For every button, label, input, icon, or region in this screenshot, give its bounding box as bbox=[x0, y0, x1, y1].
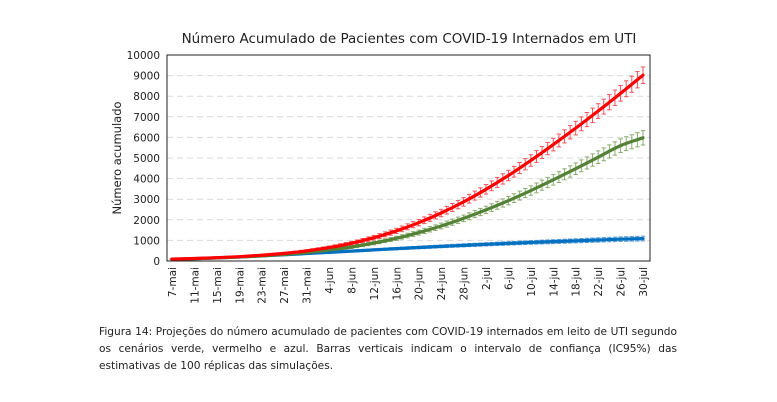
data-point-vermelho bbox=[238, 255, 241, 258]
data-point-verde bbox=[395, 237, 398, 240]
data-point-vermelho bbox=[395, 230, 398, 232]
data-point-vermelho bbox=[171, 258, 173, 260]
figure-caption: Figura 14: Projeções do número acumulado… bbox=[99, 326, 677, 372]
data-point-verde bbox=[507, 199, 510, 202]
y-tick-label: 0 bbox=[153, 256, 160, 268]
data-point-verde bbox=[619, 144, 622, 147]
data-point-vermelho bbox=[574, 127, 577, 129]
data-point-vermelho bbox=[642, 74, 644, 76]
x-tick-label: 31-mai bbox=[302, 267, 314, 304]
data-point-azul bbox=[373, 249, 375, 251]
x-tick-label: 20-jun bbox=[414, 267, 426, 300]
data-point-azul bbox=[574, 240, 577, 242]
x-tick-label: 22-jul bbox=[593, 267, 605, 297]
chart: Número Acumulado de Pacientes com COVID-… bbox=[110, 31, 651, 304]
y-tick-label: 4000 bbox=[133, 174, 160, 186]
x-tick-label: 7-mai bbox=[167, 267, 179, 297]
data-point-verde bbox=[462, 217, 465, 220]
data-point-verde bbox=[530, 189, 532, 192]
data-point-vermelho bbox=[193, 257, 196, 260]
y-tick-label: 9000 bbox=[133, 71, 160, 83]
x-tick-label: 27-mai bbox=[279, 267, 291, 304]
y-tick-label: 10000 bbox=[127, 50, 160, 62]
data-point-verde bbox=[373, 242, 375, 244]
x-tick-label: 14-jul bbox=[548, 267, 560, 297]
data-point-vermelho bbox=[507, 174, 510, 177]
y-axis-label: Número acumulado bbox=[110, 101, 124, 214]
x-tick-label: 4-jun bbox=[324, 267, 336, 294]
data-point-azul bbox=[507, 242, 510, 245]
x-tick-label: 18-jul bbox=[571, 267, 583, 297]
data-point-azul bbox=[485, 243, 487, 246]
y-axis-ticks: 0 1000 2000 3000 4000 5000 6000 7000 8000 9000 100… bbox=[127, 50, 160, 268]
data-point-azul bbox=[328, 251, 330, 254]
y-tick-label: 6000 bbox=[133, 132, 160, 144]
x-axis-ticks: 7-mai 11-mai 15-mai 19-mai 23-mai 27-mai 31-ma… bbox=[167, 267, 650, 304]
chart-title: Número Acumulado de Pacientes com COVID-… bbox=[182, 31, 637, 47]
x-tick-label: 19-mai bbox=[234, 267, 246, 304]
x-tick-label: 11-mai bbox=[189, 267, 201, 304]
x-tick-label: 12-jun bbox=[369, 267, 381, 300]
x-tick-label: 23-mai bbox=[257, 267, 269, 304]
y-tick-label: 3000 bbox=[133, 194, 160, 206]
x-tick-label: 16-jun bbox=[391, 267, 403, 300]
data-point-azul bbox=[619, 238, 622, 240]
x-tick-label: 30-jul bbox=[638, 267, 650, 297]
data-point-verde bbox=[597, 156, 599, 158]
data-point-verde bbox=[350, 246, 353, 248]
data-point-verde bbox=[328, 249, 330, 251]
y-tick-label: 2000 bbox=[133, 215, 160, 227]
data-point-verde bbox=[552, 179, 555, 181]
data-point-azul bbox=[395, 247, 398, 250]
data-point-vermelho bbox=[328, 246, 330, 249]
data-point-vermelho bbox=[350, 242, 353, 245]
data-point-verde bbox=[485, 209, 487, 211]
data-point-vermelho bbox=[260, 254, 263, 257]
y-tick-label: 1000 bbox=[133, 235, 160, 247]
y-tick-label: 5000 bbox=[133, 153, 160, 165]
data-point-vermelho bbox=[619, 92, 622, 95]
x-tick-label: 15-mai bbox=[212, 267, 224, 304]
data-point-vermelho bbox=[530, 159, 532, 162]
gridlines bbox=[167, 75, 650, 241]
data-point-verde bbox=[417, 231, 420, 234]
series-lines bbox=[170, 73, 645, 261]
data-point-vermelho bbox=[305, 250, 308, 252]
x-tick-label: 8-jun bbox=[346, 267, 358, 294]
data-point-azul bbox=[440, 245, 442, 248]
data-point-azul bbox=[597, 239, 599, 241]
data-point-azul bbox=[552, 240, 555, 243]
data-point-vermelho bbox=[417, 221, 420, 224]
data-point-azul bbox=[350, 250, 353, 252]
x-tick-label: 28-jun bbox=[459, 267, 471, 300]
data-point-verde bbox=[574, 167, 577, 170]
data-point-vermelho bbox=[440, 212, 442, 214]
data-point-vermelho bbox=[283, 252, 285, 255]
data-point-vermelho bbox=[462, 201, 465, 203]
y-tick-label: 8000 bbox=[133, 91, 160, 103]
x-tick-label: 24-jun bbox=[436, 267, 448, 300]
data-point-azul bbox=[462, 244, 465, 247]
data-point-vermelho bbox=[216, 256, 218, 259]
data-point-azul bbox=[530, 241, 532, 244]
data-point-vermelho bbox=[597, 110, 599, 112]
plot-frame bbox=[166, 54, 651, 262]
data-point-vermelho bbox=[373, 236, 375, 239]
data-point-azul bbox=[642, 237, 644, 240]
data-point-vermelho bbox=[552, 143, 555, 146]
x-tick-label: 6-jul bbox=[503, 267, 515, 290]
data-point-vermelho bbox=[485, 188, 487, 191]
x-tick-label: 26-jul bbox=[616, 267, 628, 297]
data-point-azul bbox=[417, 246, 420, 249]
x-tick-label: 2-jul bbox=[481, 267, 493, 290]
y-tick-label: 7000 bbox=[133, 112, 160, 124]
series-line-vermelho bbox=[170, 73, 645, 261]
data-point-verde bbox=[440, 225, 442, 227]
x-tick-label: 10-jul bbox=[526, 267, 538, 297]
data-point-verde bbox=[642, 137, 644, 139]
